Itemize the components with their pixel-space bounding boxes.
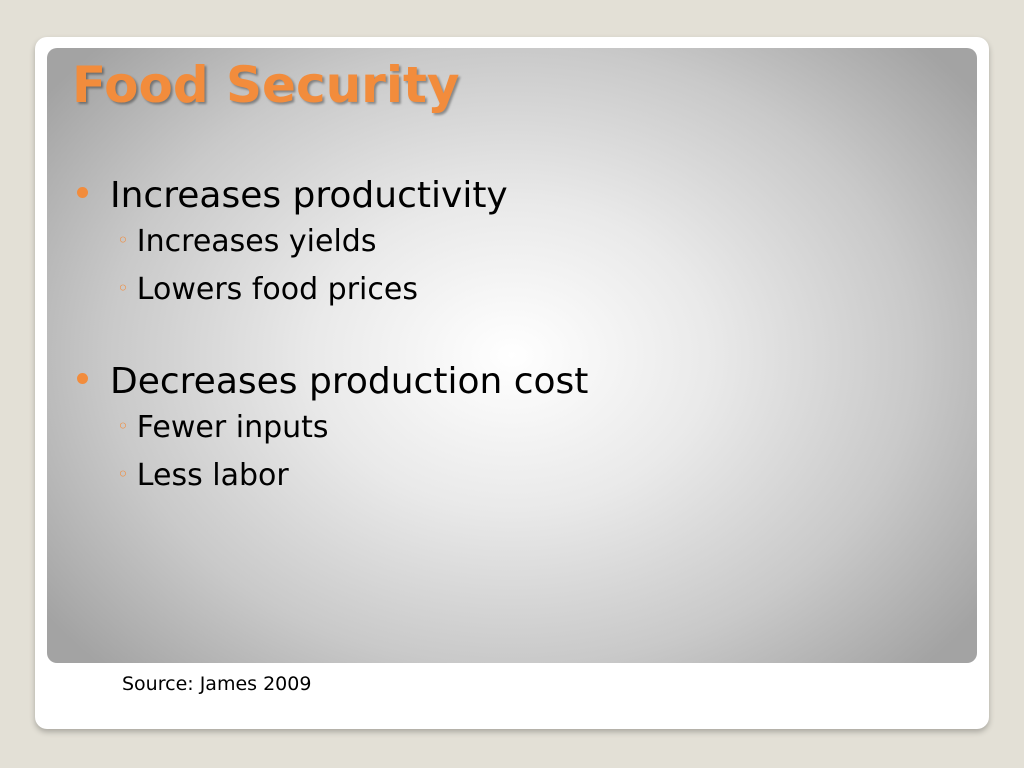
bullet-text: Decreases production cost [110,361,589,402]
bullet-dot-icon [77,187,88,198]
bullet-item: Increases productivity [77,173,957,219]
sub-bullet-item: ◦ Less labor [117,453,957,501]
bullet-list: Increases productivity ◦ Increases yield… [77,173,957,545]
sub-bullet-text: Increases yields [136,224,377,259]
source-citation: Source: James 2009 [122,673,312,695]
sub-bullet-list: ◦ Fewer inputs ◦ Less labor [117,405,957,501]
slide-title: Food Security [72,56,460,114]
bullet-dot-icon [77,373,88,384]
bullet-text: Increases productivity [110,175,508,216]
bullet-item: Decreases production cost [77,359,957,405]
sub-bullet-item: ◦ Fewer inputs [117,405,957,453]
sub-bullet-text: Fewer inputs [136,410,329,445]
circle-bullet-icon: ◦ [117,276,129,300]
sub-bullet-text: Lowers food prices [136,272,418,307]
circle-bullet-icon: ◦ [117,414,129,438]
sub-bullet-list: ◦ Increases yields ◦ Lowers food prices [117,219,957,315]
sub-bullet-item: ◦ Increases yields [117,219,957,267]
sub-bullet-text: Less labor [136,458,289,493]
sub-bullet-item: ◦ Lowers food prices [117,267,957,315]
slide-frame: Food Security Increases productivity ◦ I… [35,37,989,729]
content-panel: Food Security Increases productivity ◦ I… [47,48,977,663]
circle-bullet-icon: ◦ [117,462,129,486]
circle-bullet-icon: ◦ [117,228,129,252]
